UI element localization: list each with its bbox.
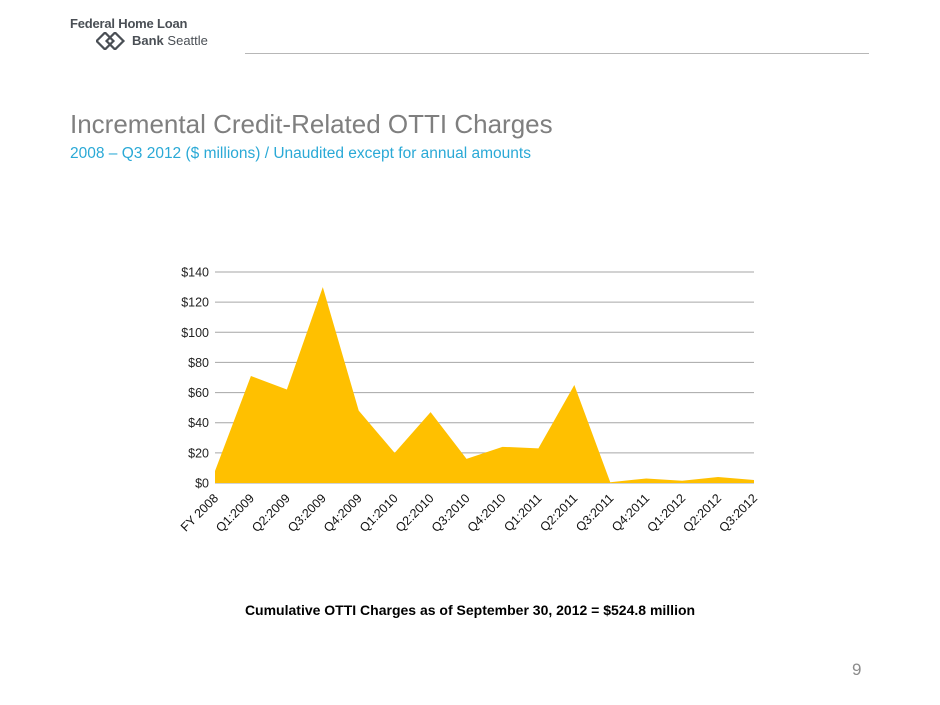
logo: Federal Home Loan Bank Seattle <box>66 14 226 52</box>
y-tick-label: $140 <box>181 266 209 280</box>
area-series-fill <box>215 287 754 483</box>
x-tick-label: Q3:2009 <box>285 491 329 535</box>
x-tick-label: Q2:2010 <box>393 491 437 535</box>
logo-text-line1: Federal Home Loan <box>70 16 188 31</box>
y-tick-label: $40 <box>188 416 209 430</box>
x-tick-label: Q2:2009 <box>249 491 293 535</box>
slide-subtitle: 2008 – Q3 2012 ($ millions) / Unaudited … <box>70 145 531 162</box>
otti-area-chart: $0 $20 $40 $60 $80 $100 $120 $140 FY 2008Q1:200… <box>178 266 760 536</box>
x-tick-label: Q3:2010 <box>429 491 473 535</box>
y-tick-label: $20 <box>188 446 209 460</box>
x-tick-label: Q1:2012 <box>644 491 688 535</box>
chart-area-series <box>215 287 754 483</box>
logo-mark-icon <box>96 32 126 50</box>
logo-city-word: Seattle <box>167 33 208 48</box>
y-axis-ticks: $0 $20 $40 $60 $80 $100 $120 $140 <box>181 266 209 491</box>
page-number: 9 <box>852 660 862 679</box>
y-tick-label: $80 <box>188 356 209 370</box>
slide-title: Incremental Credit-Related OTTI Charges <box>70 109 553 139</box>
y-tick-label: $120 <box>181 296 209 310</box>
x-tick-label: Q4:2010 <box>465 491 509 535</box>
y-tick-label: $0 <box>195 477 209 491</box>
logo-bank-word: Bank <box>132 33 164 48</box>
logo-text-line2: Bank Seattle <box>132 33 208 48</box>
x-tick-label: Q2:2012 <box>680 491 724 535</box>
header-divider <box>245 53 869 54</box>
y-tick-label: $60 <box>188 386 209 400</box>
x-axis-ticks: FY 2008Q1:2009Q2:2009Q3:2009Q4:2009Q1:20… <box>178 491 760 535</box>
x-tick-label: Q3:2012 <box>716 491 760 535</box>
y-tick-label: $100 <box>181 326 209 340</box>
x-tick-label: Q1:2010 <box>357 491 401 535</box>
x-tick-label: Q2:2011 <box>537 491 580 534</box>
x-tick-label: Q1:2011 <box>501 491 544 534</box>
x-tick-label: Q4:2009 <box>321 491 365 535</box>
x-tick-label: Q1:2009 <box>213 491 257 535</box>
cumulative-caption: Cumulative OTTI Charges as of September … <box>244 602 696 618</box>
x-tick-label: Q3:2011 <box>573 491 616 534</box>
